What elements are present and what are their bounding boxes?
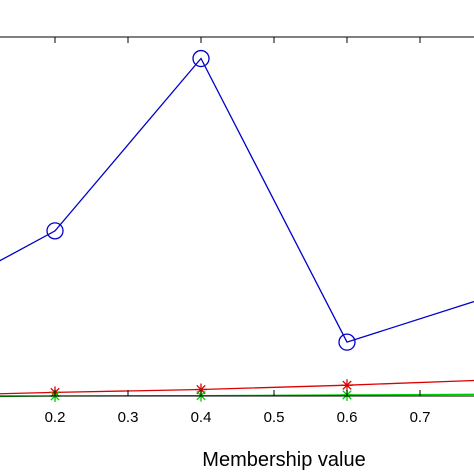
series-1-point-3 bbox=[192, 49, 210, 68]
series-line-2 bbox=[0, 379, 474, 395]
x-tick-label-2: 0.3 bbox=[118, 409, 139, 426]
axes-layer: 0.2 0.3 0.4 0.5 0.6 0.7 bbox=[0, 36, 474, 426]
x-tick-label-5: 0.6 bbox=[337, 409, 358, 426]
x-tick-label-4: 0.5 bbox=[264, 409, 285, 426]
series-1-point-4 bbox=[338, 333, 356, 351]
x-tick-label-6: 0.7 bbox=[410, 409, 431, 426]
x-tick-label-3: 0.4 bbox=[191, 409, 212, 426]
series-line-1 bbox=[0, 57, 474, 343]
x-axis-label: Membership value bbox=[202, 449, 365, 471]
x-tick-label-1: 0.2 bbox=[45, 409, 66, 426]
series-1-point-2 bbox=[46, 222, 64, 240]
series-layer bbox=[0, 49, 474, 402]
